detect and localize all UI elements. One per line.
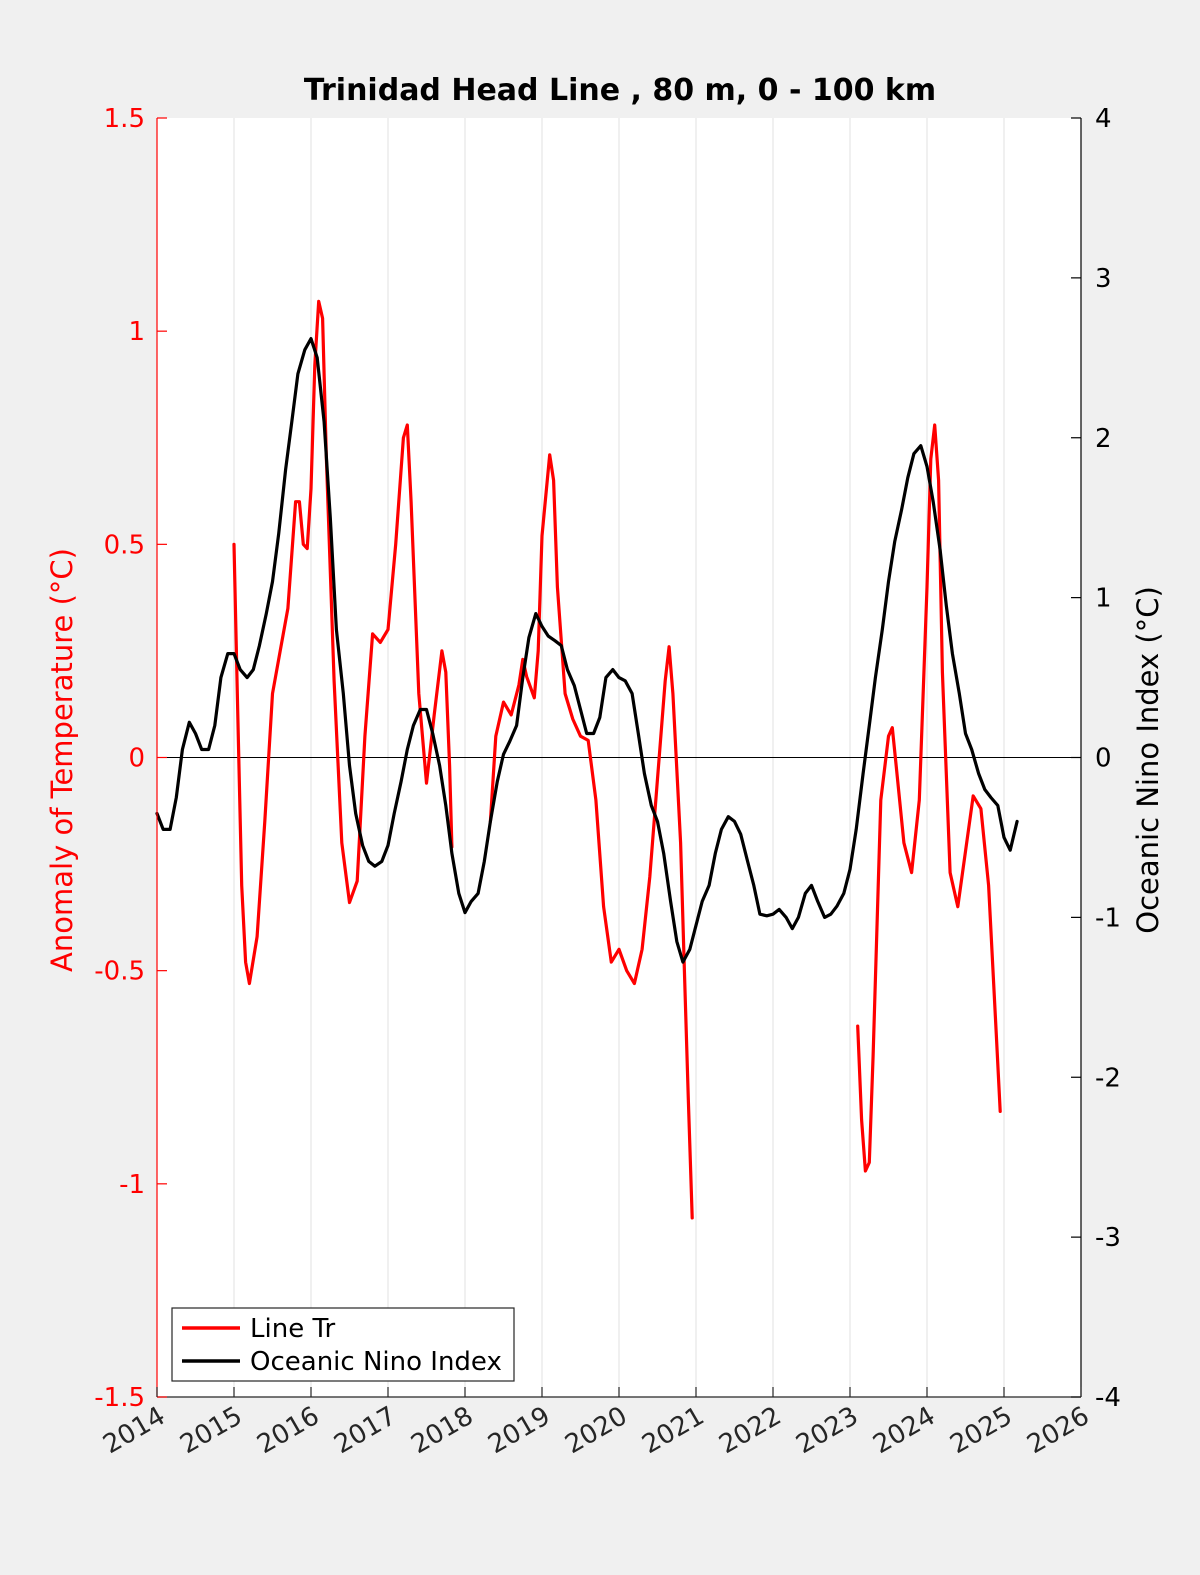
right-tick-label: 1 [1095,584,1112,614]
left-tick-label: -0.5 [94,957,145,987]
x-tick-label: 2016 [252,1401,324,1460]
left-tick-label: 0.5 [104,530,145,560]
right-tick-label: 2 [1095,424,1112,454]
series-line-line-tr [232,299,454,986]
left-axis-label: Anomaly of Temperature (°C) [45,548,79,972]
right-tick-label: 0 [1095,744,1112,774]
right-axis-label: Oceanic Nino Index (°C) [1131,586,1165,934]
x-tick-label: 2023 [791,1401,863,1460]
x-tick-label: 2025 [945,1401,1017,1460]
right-tick-label: 4 [1095,104,1112,134]
x-tick-label: 2017 [329,1401,401,1460]
x-tick-label: 2015 [175,1401,247,1460]
x-tick-label: 2022 [714,1401,786,1460]
x-tick-label: 2024 [868,1401,940,1460]
left-tick-label: -1.5 [94,1383,145,1413]
x-tick-label: 2019 [483,1401,555,1460]
x-tick-label: 2021 [637,1401,709,1460]
right-tick-label: -2 [1095,1063,1121,1093]
series-layer [155,299,1019,1220]
right-tick-label: -3 [1095,1223,1121,1253]
series-line-oni [155,337,1019,964]
left-tick-label: 0 [128,744,145,774]
x-tick-label: 2020 [560,1401,632,1460]
left-tick-label: -1 [119,1170,145,1200]
legend-label: Line Tr [250,1314,336,1344]
legend-box [171,1307,515,1382]
right-tick-label: 3 [1095,264,1112,294]
left-tick-label: 1 [128,317,145,347]
x-tick-label: 2026 [1022,1401,1094,1460]
left-tick-label: 1.5 [104,104,145,134]
right-tick-label: -1 [1095,903,1121,933]
series-line-line-tr [856,423,1002,1173]
chart-title: Trinidad Head Line , 80 m, 0 - 100 km [304,73,936,108]
x-tick-label: 2018 [406,1401,478,1460]
legend-label: Oceanic Nino Index [250,1347,502,1377]
right-tick-label: -4 [1095,1383,1121,1413]
